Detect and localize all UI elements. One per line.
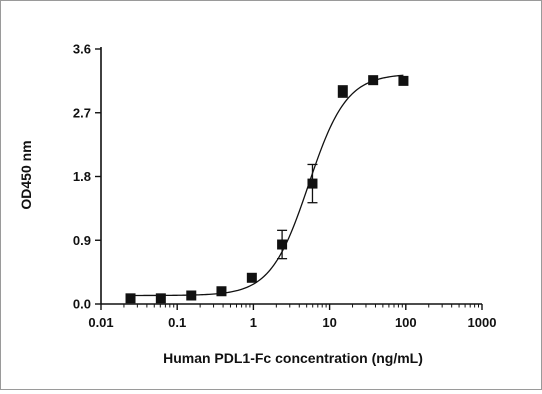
data-point (125, 293, 136, 304)
x-tick-label: 1000 (468, 315, 497, 330)
y-tick-label: 1.8 (73, 169, 91, 184)
fit-curve (130, 74, 404, 297)
data-point (337, 86, 348, 97)
y-tick-label: 0.0 (73, 297, 91, 312)
x-tick-label: 0.1 (168, 315, 186, 330)
data-point (368, 75, 379, 86)
x-tick-label: 10 (322, 315, 336, 330)
data-point (155, 293, 166, 304)
y-tick-label: 0.9 (73, 233, 91, 248)
y-tick-label: 2.7 (73, 105, 91, 120)
data-point (307, 178, 318, 189)
x-axis-title: Human PDL1-Fc concentration (ng/mL) (163, 350, 423, 366)
y-axis-title: OD450 nm (18, 140, 34, 209)
data-points-layer (125, 75, 409, 304)
fit-curve-layer (130, 74, 404, 297)
data-point (186, 290, 197, 301)
x-tick-label: 100 (395, 315, 417, 330)
data-point (216, 286, 227, 297)
data-point (246, 272, 257, 283)
x-tick-label: 0.01 (88, 315, 113, 330)
data-point (398, 75, 409, 86)
x-tick-label: 1 (250, 315, 257, 330)
y-tick-label: 3.6 (73, 42, 91, 57)
data-point (277, 239, 288, 250)
axes: 0.0 0.9 1.8 2.7 3.6 0.01 0.1 1 10 100 1000 (73, 42, 497, 331)
